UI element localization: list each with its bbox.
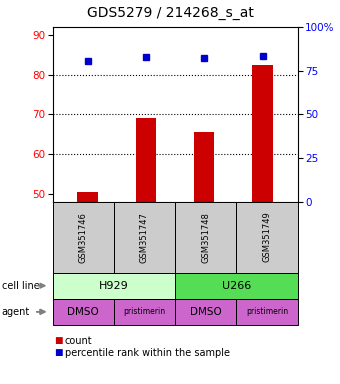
Text: cell line: cell line [2,281,39,291]
Text: percentile rank within the sample: percentile rank within the sample [65,348,230,358]
Text: GDS5279 / 214268_s_at: GDS5279 / 214268_s_at [87,7,253,20]
Text: agent: agent [2,307,30,317]
Text: H929: H929 [99,281,129,291]
Text: U266: U266 [222,281,251,291]
Text: GSM351747: GSM351747 [140,212,149,263]
Text: pristimerin: pristimerin [246,307,288,316]
Bar [194,132,215,202]
Text: GSM351749: GSM351749 [262,212,271,263]
Text: DMSO: DMSO [190,307,222,317]
Text: DMSO: DMSO [67,307,99,317]
Text: GSM351748: GSM351748 [201,212,210,263]
Bar [78,192,98,202]
Text: ■: ■ [54,348,63,357]
Text: count: count [65,336,92,346]
Text: pristimerin: pristimerin [123,307,166,316]
Bar [136,118,156,202]
Text: GSM351746: GSM351746 [79,212,88,263]
Text: ■: ■ [54,336,63,346]
Bar [252,65,273,202]
